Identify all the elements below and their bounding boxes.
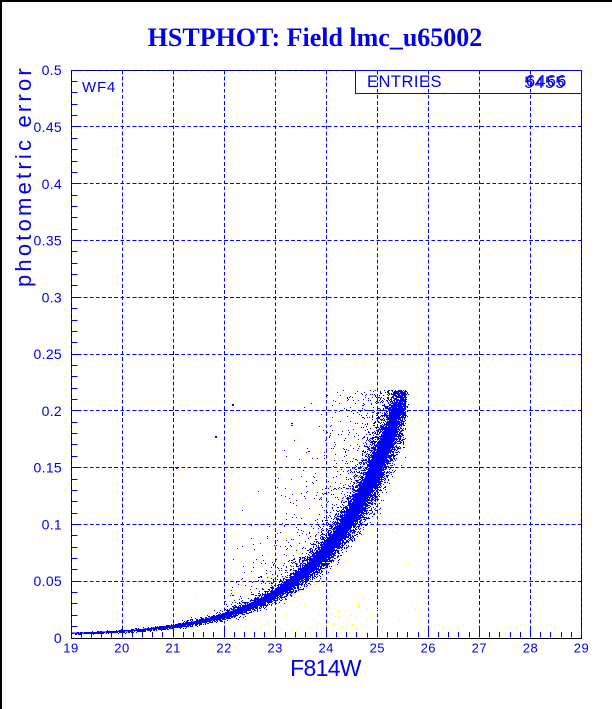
svg-text:0.2: 0.2 (42, 403, 62, 419)
svg-text:6466: 6466 (526, 73, 568, 91)
svg-text:25: 25 (370, 641, 385, 656)
svg-text:0.5: 0.5 (42, 62, 62, 78)
svg-text:0.1: 0.1 (42, 516, 62, 532)
svg-text:0.15: 0.15 (34, 460, 62, 476)
svg-text:20: 20 (114, 641, 129, 656)
svg-text:0.3: 0.3 (42, 289, 62, 305)
svg-text:0.35: 0.35 (34, 233, 62, 249)
svg-text:22: 22 (216, 641, 231, 656)
svg-text:0.45: 0.45 (34, 119, 62, 135)
svg-text:23: 23 (267, 641, 282, 656)
svg-text:24: 24 (318, 641, 333, 656)
svg-text:0: 0 (54, 630, 62, 646)
svg-text:21: 21 (165, 641, 180, 656)
svg-text:HSTPHOT: Field lmc_u65002: HSTPHOT: Field lmc_u65002 (148, 23, 483, 52)
svg-text:0.4: 0.4 (42, 176, 62, 192)
svg-text:26: 26 (421, 641, 436, 656)
svg-text:photometric error: photometric error (11, 65, 36, 287)
svg-text:F814W: F814W (290, 655, 362, 681)
svg-text:19: 19 (63, 641, 78, 656)
svg-text:29: 29 (574, 641, 589, 656)
svg-text:27: 27 (472, 641, 487, 656)
svg-text:28: 28 (523, 641, 538, 656)
svg-text:0.25: 0.25 (34, 346, 62, 362)
svg-text:WF4: WF4 (82, 79, 116, 96)
svg-text:0.05: 0.05 (34, 573, 62, 589)
svg-text:5455: 5455 (524, 74, 566, 92)
svg-text:ENTRIES: ENTRIES (367, 73, 442, 91)
